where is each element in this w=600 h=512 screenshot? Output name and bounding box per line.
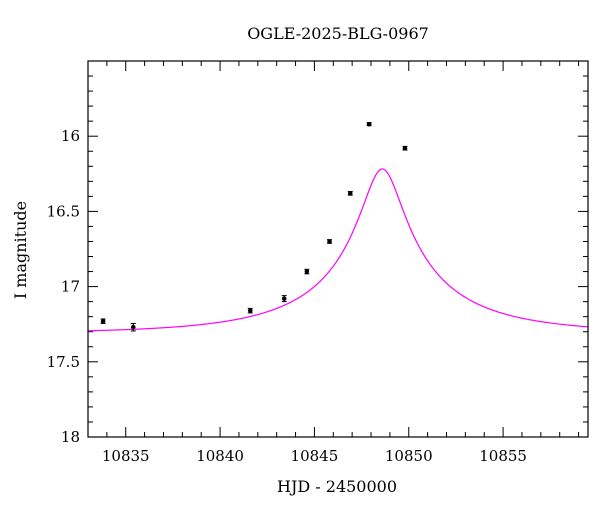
y-tick-label: 16 bbox=[61, 127, 80, 145]
y-tick-label: 17.5 bbox=[47, 353, 80, 371]
x-tick-label: 10845 bbox=[291, 447, 339, 465]
y-tick-label: 18 bbox=[61, 428, 80, 446]
tick-labels: 10835 10840 10845 10850 10855 16 16.5 17 17.5 18 bbox=[47, 127, 527, 465]
data-point bbox=[347, 191, 353, 196]
model-curve bbox=[87, 168, 589, 332]
x-axis-label: HJD - 2450000 bbox=[277, 477, 397, 496]
data-point bbox=[281, 296, 287, 301]
y-tick-label: 16.5 bbox=[47, 202, 80, 220]
y-tick-label: 17 bbox=[61, 278, 80, 296]
data-point bbox=[402, 145, 408, 151]
x-tick-label: 10835 bbox=[102, 447, 150, 465]
x-tick-label: 10840 bbox=[196, 447, 244, 465]
data-point bbox=[304, 269, 310, 274]
x-tick-label: 10855 bbox=[479, 447, 527, 465]
data-point bbox=[100, 318, 106, 324]
plot-frame bbox=[87, 60, 589, 438]
chart-title: OGLE-2025-BLG-0967 bbox=[247, 24, 429, 43]
y-axis-label: I magnitude bbox=[11, 201, 30, 299]
data-point bbox=[327, 239, 332, 244]
data-point bbox=[366, 121, 372, 127]
x-tick-label: 10850 bbox=[385, 447, 433, 465]
axis-ticks bbox=[87, 60, 588, 438]
model-curve-group bbox=[87, 168, 589, 332]
data-points-group bbox=[100, 121, 408, 332]
data-point bbox=[130, 324, 136, 330]
data-point bbox=[247, 308, 253, 313]
